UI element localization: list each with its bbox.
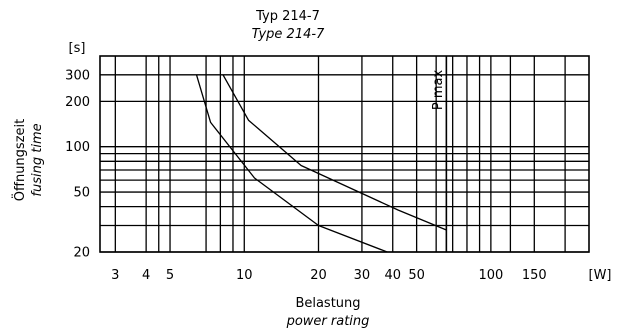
x-tick-label: 5: [166, 268, 174, 283]
pmax-marker: P max: [431, 56, 448, 252]
x-tick-label: 4: [142, 268, 150, 283]
y-tick-label: 20: [73, 246, 90, 261]
series-line-1: [195, 74, 388, 253]
x-tick-labels: 3 4 5 10 20 30 40 50 100 150: [111, 268, 547, 283]
series-curves: [195, 74, 447, 253]
plot-frame: [99, 55, 590, 253]
x-tick-label: 40: [384, 268, 401, 283]
y-axis-label: Öffnungszeit: [11, 119, 28, 201]
y-tick-label: 300: [65, 68, 90, 83]
y-tick-label: 200: [65, 95, 90, 110]
x-tick-label: 100: [478, 268, 503, 283]
y-tick-labels: 300 200 100 50 20: [65, 68, 90, 260]
y-axis-label-en: fusing time: [30, 123, 45, 196]
chart-title: Typ 214-7: [255, 9, 320, 24]
chart-subtitle: Type 214-7: [252, 27, 325, 42]
x-tick-label: 30: [354, 268, 371, 283]
y-tick-label: 100: [65, 140, 90, 155]
x-axis-label-en: power rating: [286, 314, 370, 329]
y-unit-label: [s]: [69, 41, 86, 56]
series-line-2: [222, 74, 447, 231]
x-tick-label: 10: [236, 268, 253, 283]
x-tick-label: 20: [310, 268, 327, 283]
x-tick-label: 150: [522, 268, 547, 283]
x-axis-label: Belastung: [295, 296, 360, 311]
y-tick-label: 50: [73, 186, 90, 201]
horizontal-gridlines: [100, 74, 589, 253]
x-tick-label: 50: [408, 268, 425, 283]
x-tick-label: 3: [111, 268, 119, 283]
pmax-label: P max: [431, 70, 446, 111]
x-unit-label: [W]: [589, 268, 612, 283]
